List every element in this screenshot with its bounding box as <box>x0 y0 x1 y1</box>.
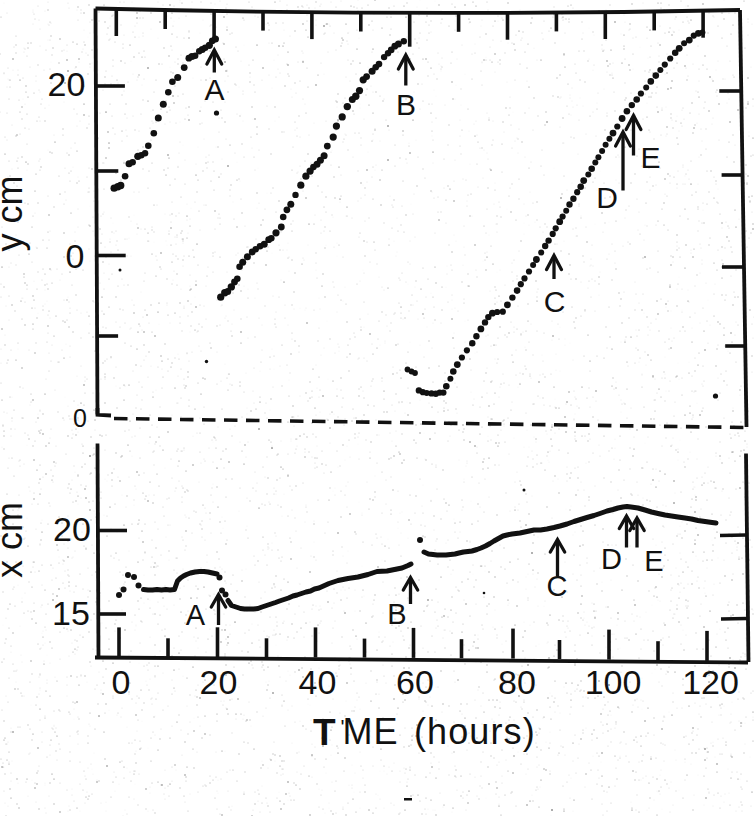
svg-text:y cm: y cm <box>0 176 30 252</box>
svg-text:(hours): (hours) <box>414 711 536 752</box>
svg-text:ME: ME <box>343 711 399 752</box>
svg-text:40: 40 <box>299 663 337 701</box>
svg-text:B: B <box>396 88 416 121</box>
svg-text:0: 0 <box>112 663 131 701</box>
svg-text:D: D <box>596 181 618 214</box>
svg-text:C: C <box>544 285 566 318</box>
svg-text:15: 15 <box>52 594 90 632</box>
svg-text:60: 60 <box>396 663 434 701</box>
svg-text:D: D <box>601 543 622 575</box>
svg-text:T: T <box>313 712 336 753</box>
svg-text:20: 20 <box>200 663 238 701</box>
svg-text:A: A <box>186 599 206 631</box>
svg-text:x cm: x cm <box>0 502 30 578</box>
svg-text:20: 20 <box>48 65 86 103</box>
svg-text:B: B <box>387 598 406 630</box>
svg-text:E: E <box>644 545 663 577</box>
svg-text:E: E <box>640 141 660 174</box>
svg-text:0: 0 <box>66 237 85 275</box>
svg-text:100: 100 <box>585 663 642 701</box>
svg-text:A: A <box>204 73 224 106</box>
svg-text:0: 0 <box>73 404 87 432</box>
svg-text:C: C <box>547 570 568 602</box>
svg-text:120: 120 <box>682 663 739 701</box>
svg-text:20: 20 <box>53 510 91 548</box>
svg-text:80: 80 <box>498 663 536 701</box>
